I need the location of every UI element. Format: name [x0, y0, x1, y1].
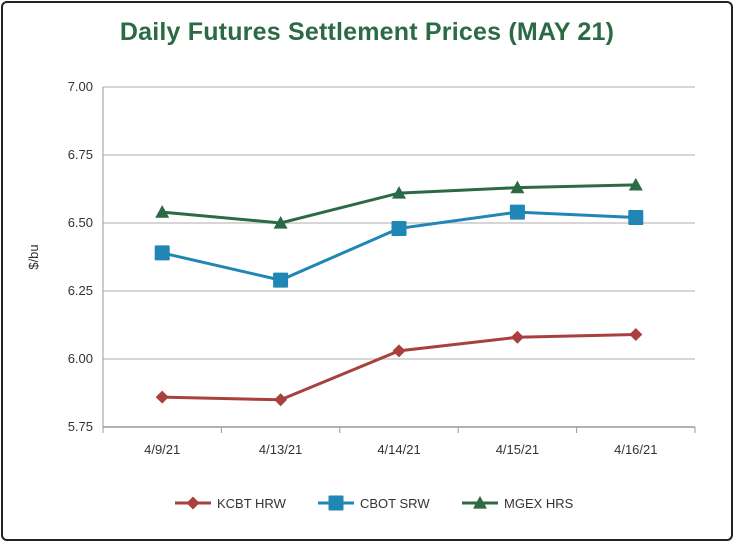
data-point-kcbt-hrw	[510, 330, 524, 344]
y-tick-label: 6.50	[68, 215, 93, 230]
x-tick-label: 4/14/21	[377, 442, 420, 457]
data-point-kcbt-hrw	[274, 393, 288, 407]
y-tick-label: 6.75	[68, 147, 93, 162]
y-tick-label: 6.25	[68, 283, 93, 298]
x-tick-label: 4/13/21	[259, 442, 302, 457]
data-point-cbot-srw	[509, 204, 525, 220]
data-point-kcbt-hrw	[155, 390, 169, 404]
data-point-mgex-hrs	[510, 180, 525, 194]
x-tick-label: 4/9/21	[144, 442, 180, 457]
x-tick-label: 4/15/21	[496, 442, 539, 457]
chart-title: Daily Futures Settlement Prices (MAY 21)	[119, 18, 615, 46]
y-tick-label: 6.00	[68, 351, 93, 366]
legend-marker-kcbt-hrw	[186, 496, 200, 510]
data-point-cbot-srw	[628, 210, 644, 226]
y-tick-label: 7.00	[68, 79, 93, 94]
data-point-cbot-srw	[273, 272, 289, 288]
x-tick-label: 4/16/21	[614, 442, 657, 457]
legend-marker-cbot-srw	[328, 495, 344, 511]
legend-marker-mgex-hrs	[473, 496, 487, 509]
data-point-mgex-hrs	[155, 205, 170, 218]
data-point-kcbt-hrw	[629, 328, 643, 342]
y-tick-label: 5.75	[68, 419, 93, 434]
legend-label-mgex-hrs: MGEX HRS	[504, 496, 574, 511]
data-point-mgex-hrs	[628, 177, 643, 191]
data-point-cbot-srw	[391, 220, 407, 236]
legend-label-kcbt-hrw: KCBT HRW	[217, 496, 287, 511]
y-axis-label: $/bu	[26, 244, 41, 269]
series-line-kcbt-hrw	[162, 333, 636, 402]
data-point-mgex-hrs	[273, 216, 288, 229]
data-point-cbot-srw	[154, 245, 170, 261]
data-point-kcbt-hrw	[392, 344, 406, 358]
legend-label-cbot-srw: CBOT SRW	[360, 496, 430, 511]
data-point-mgex-hrs	[392, 186, 406, 199]
